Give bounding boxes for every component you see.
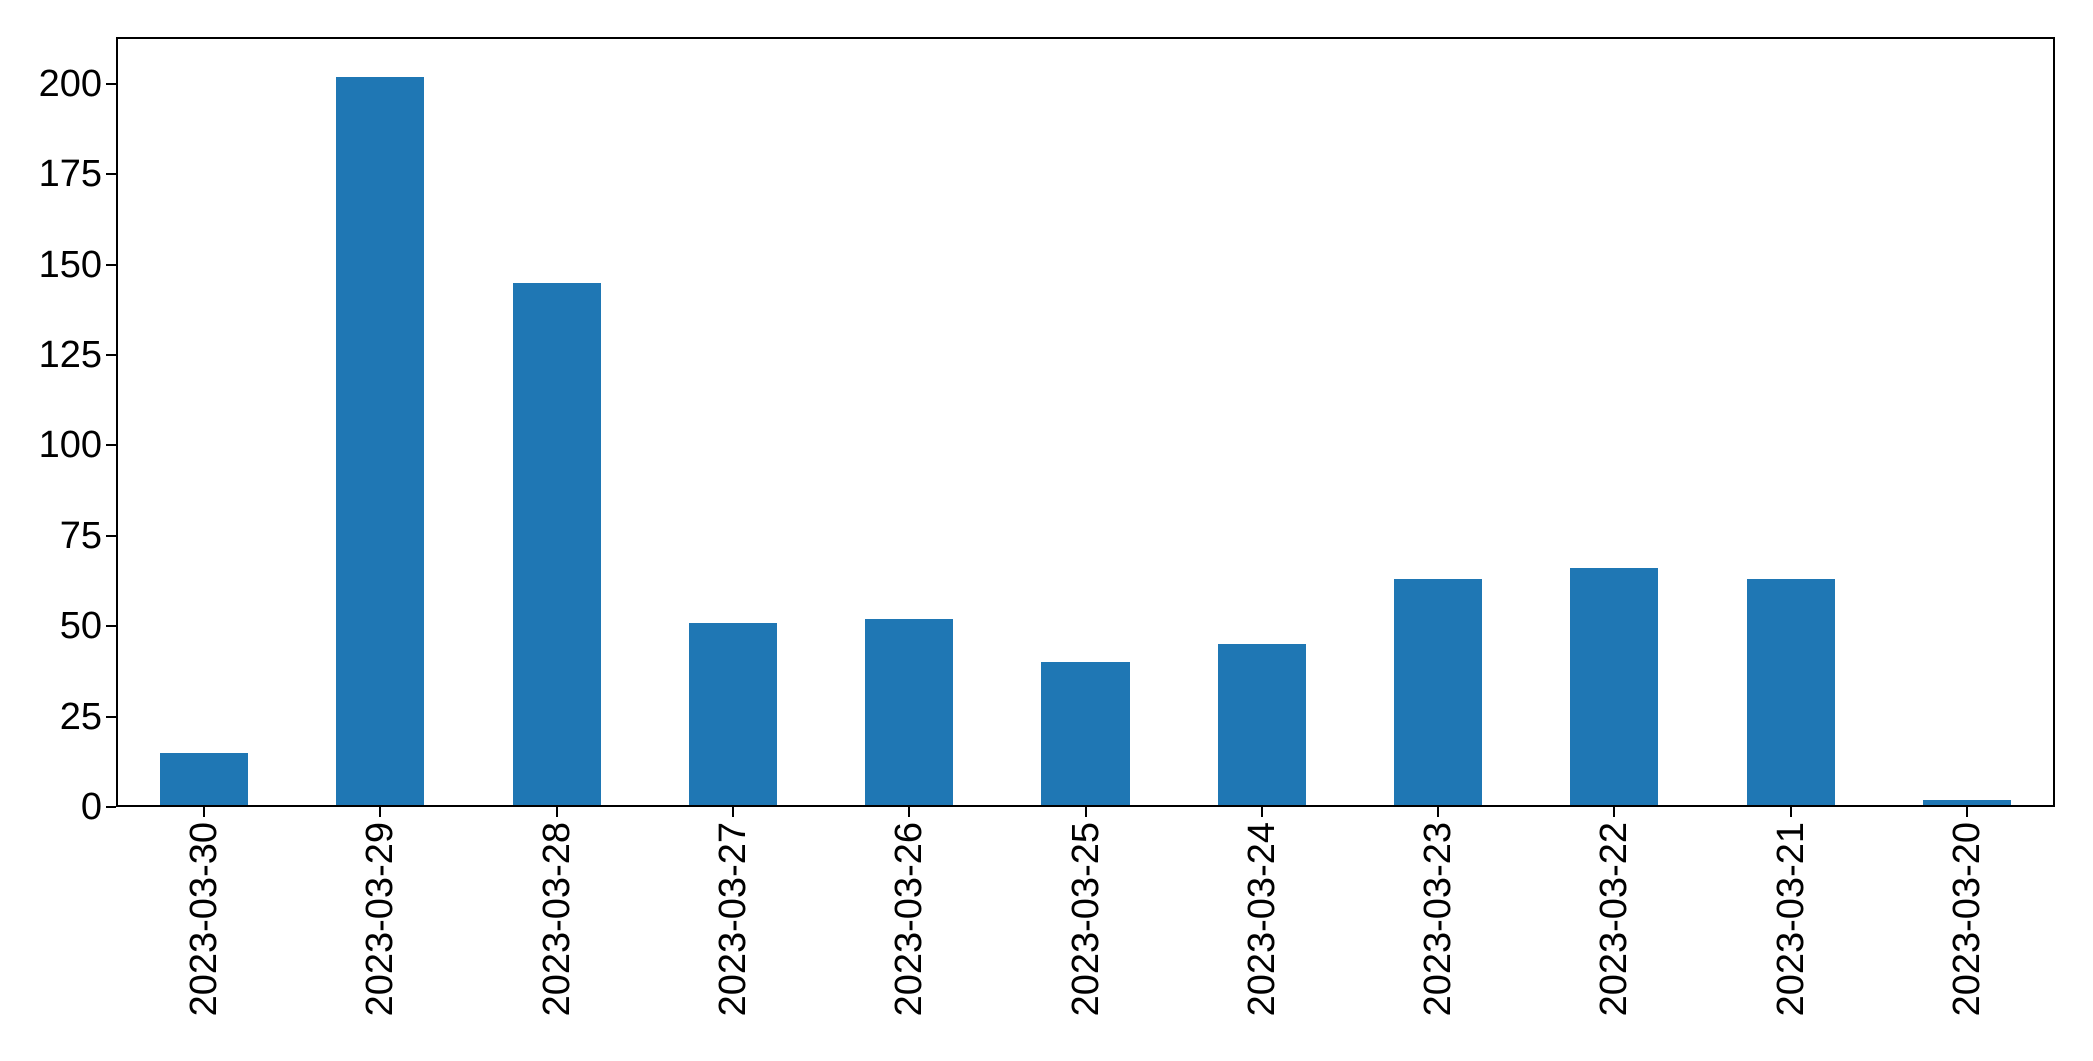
x-axis-tick-label: 2023-03-21 [1769,822,1812,1017]
y-axis-tick-label: 125 [38,334,102,377]
y-axis-tick-label: 100 [38,424,102,467]
y-axis-tick [106,534,116,537]
x-axis-tick [1084,807,1087,817]
x-axis-tick [908,807,911,817]
x-axis-tick [1260,807,1263,817]
y-axis-tick-label: 25 [59,695,102,738]
bar-2023-03-24 [1217,644,1306,805]
y-axis-tick [106,173,116,176]
x-axis-tick-label: 2023-03-28 [535,822,578,1017]
x-axis-tick-label: 2023-03-22 [1593,822,1636,1017]
x-axis-tick-label: 2023-03-24 [1240,822,1283,1017]
bar-2023-03-30 [160,752,249,805]
x-axis-tick-label: 2023-03-30 [183,822,226,1017]
bar-2023-03-21 [1746,579,1835,805]
y-axis-tick-label: 50 [59,605,102,648]
y-axis-tick [106,82,116,85]
x-axis-tick [379,807,382,817]
x-axis-tick-label: 2023-03-20 [1945,822,1988,1017]
bar-2023-03-23 [1393,579,1483,805]
x-axis-tick-label: 2023-03-25 [1064,822,1107,1017]
x-axis-tick-label: 2023-03-26 [888,822,931,1017]
y-axis-tick [106,715,116,718]
y-axis-tick [106,263,116,266]
x-axis-tick-label: 2023-03-29 [359,822,402,1017]
x-axis-tick [203,807,206,817]
y-axis-tick [106,806,116,808]
y-axis-tick [106,625,116,628]
y-axis-tick-label: 150 [38,243,102,286]
y-axis-tick-label: 75 [59,514,102,557]
bar-2023-03-25 [1041,662,1130,805]
y-axis-tick-label: 0 [80,786,102,828]
bar-2023-03-26 [865,619,954,805]
x-axis-tick [1965,807,1968,817]
bar-2023-03-22 [1570,568,1659,805]
y-axis-tick-label: 200 [38,62,102,105]
y-axis-tick [106,354,116,357]
y-axis-tick [106,444,116,447]
x-axis-tick [1437,807,1440,817]
x-axis-tick [1789,807,1792,817]
bar-2023-03-29 [336,76,425,805]
y-axis-tick-label: 175 [38,153,102,196]
x-axis-tick-label: 2023-03-23 [1417,822,1460,1017]
bar-2023-03-27 [688,622,777,805]
bar-2023-03-28 [512,282,601,805]
x-axis-tick [555,807,558,817]
x-axis-tick [1613,807,1616,817]
x-axis-tick [731,807,734,817]
x-axis-tick-label: 2023-03-27 [711,822,754,1017]
bar-2023-03-20 [1922,799,2011,805]
